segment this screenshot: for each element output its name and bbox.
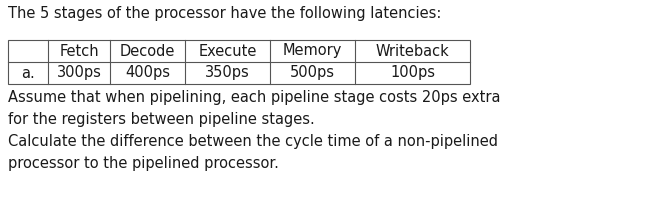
Text: Decode: Decode bbox=[120, 43, 176, 58]
Bar bbox=[8, 40, 470, 84]
Text: Calculate the difference between the cycle time of a non-pipelined: Calculate the difference between the cyc… bbox=[8, 134, 498, 149]
Text: Fetch: Fetch bbox=[59, 43, 99, 58]
Text: Writeback: Writeback bbox=[376, 43, 449, 58]
Text: 350ps: 350ps bbox=[205, 65, 250, 81]
Text: Execute: Execute bbox=[198, 43, 257, 58]
Text: processor to the pipelined processor.: processor to the pipelined processor. bbox=[8, 156, 279, 171]
Text: 500ps: 500ps bbox=[290, 65, 335, 81]
Text: The 5 stages of the processor have the following latencies:: The 5 stages of the processor have the f… bbox=[8, 6, 441, 21]
Text: for the registers between pipeline stages.: for the registers between pipeline stage… bbox=[8, 112, 315, 127]
Text: 100ps: 100ps bbox=[390, 65, 435, 81]
Text: a.: a. bbox=[21, 65, 35, 81]
Text: Assume that when pipelining, each pipeline stage costs 20ps extra: Assume that when pipelining, each pipeli… bbox=[8, 90, 500, 105]
Text: Memory: Memory bbox=[283, 43, 342, 58]
Text: 400ps: 400ps bbox=[125, 65, 170, 81]
Text: 300ps: 300ps bbox=[57, 65, 101, 81]
